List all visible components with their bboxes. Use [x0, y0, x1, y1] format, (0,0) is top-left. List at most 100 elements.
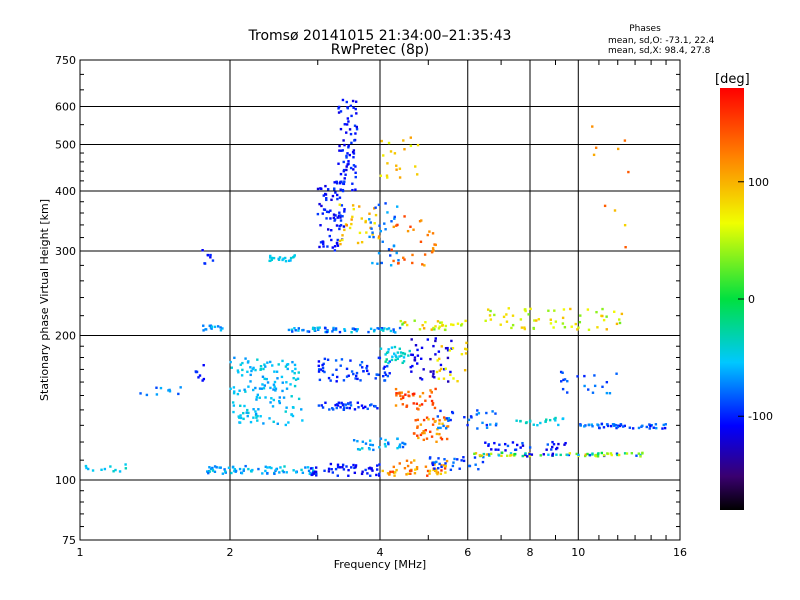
- data-point: [428, 456, 432, 459]
- data-point: [551, 452, 555, 456]
- data-point: [336, 404, 340, 407]
- data-point: [509, 452, 513, 455]
- data-point: [317, 360, 321, 363]
- data-point: [495, 422, 498, 426]
- data-point: [254, 410, 257, 413]
- data-point: [273, 472, 276, 476]
- data-point: [545, 418, 548, 421]
- data-point: [476, 427, 479, 430]
- data-point: [330, 238, 333, 242]
- data-point: [446, 380, 450, 383]
- data-point: [384, 438, 387, 442]
- data-point: [335, 242, 339, 245]
- data-point: [340, 149, 343, 152]
- data-point: [433, 376, 436, 379]
- data-point: [443, 467, 447, 470]
- data-point: [458, 467, 461, 470]
- colorbar-tick-label: -100: [748, 410, 773, 423]
- data-point: [336, 465, 340, 469]
- data-point: [281, 381, 284, 384]
- data-point: [617, 453, 621, 457]
- y-axis-label: Stationary phase Virtual Height [km]: [38, 199, 51, 401]
- data-point: [618, 321, 622, 325]
- data-point: [251, 367, 254, 371]
- data-point: [431, 462, 434, 465]
- data-point: [202, 329, 205, 332]
- data-point: [203, 262, 207, 265]
- data-point: [356, 241, 360, 245]
- data-point: [323, 370, 326, 374]
- data-point: [252, 416, 255, 419]
- data-point: [440, 469, 443, 472]
- data-point: [332, 326, 335, 330]
- data-point: [591, 453, 594, 456]
- data-point: [416, 362, 419, 365]
- data-point: [402, 356, 406, 359]
- data-point: [592, 153, 596, 157]
- data-point: [423, 264, 426, 267]
- data-point: [326, 188, 330, 191]
- data-point: [432, 370, 435, 373]
- data-point: [287, 259, 291, 263]
- data-point: [419, 423, 423, 426]
- data-point: [354, 464, 358, 467]
- stats-x-line: mean, sd,X: 98.4, 27.8: [608, 46, 711, 56]
- data-point: [384, 360, 387, 363]
- data-point: [356, 377, 359, 381]
- data-point: [652, 426, 655, 429]
- data-point: [503, 442, 507, 446]
- data-point: [373, 328, 376, 332]
- data-point: [354, 165, 357, 168]
- data-point: [350, 466, 353, 469]
- data-point: [380, 261, 383, 265]
- data-point: [155, 393, 159, 396]
- data-point: [318, 245, 321, 249]
- data-point: [326, 358, 330, 361]
- data-point: [481, 460, 485, 464]
- data-point: [444, 328, 447, 332]
- data-point: [395, 224, 398, 227]
- data-point: [475, 413, 479, 416]
- data-point: [388, 360, 391, 363]
- data-point: [264, 365, 267, 368]
- data-point: [343, 177, 346, 180]
- data-point: [521, 444, 525, 447]
- data-point: [281, 258, 284, 262]
- data-point: [615, 372, 618, 375]
- data-point: [545, 448, 548, 451]
- data-point: [317, 368, 321, 371]
- data-point: [433, 406, 437, 410]
- data-point: [294, 378, 298, 381]
- data-point: [300, 468, 303, 472]
- data-point: [402, 395, 405, 398]
- data-point: [213, 325, 217, 329]
- data-point: [278, 256, 282, 259]
- data-point: [382, 329, 385, 332]
- data-point: [662, 423, 665, 427]
- data-point: [423, 431, 426, 435]
- data-point: [494, 424, 498, 427]
- data-point: [281, 389, 284, 393]
- data-point: [290, 413, 293, 416]
- data-point: [324, 401, 327, 404]
- data-point: [390, 358, 394, 362]
- y-tick-label: 500: [55, 139, 76, 152]
- data-point: [198, 374, 202, 377]
- data-point: [500, 454, 503, 458]
- data-point: [523, 326, 526, 329]
- data-point: [615, 452, 619, 455]
- data-point: [392, 328, 395, 331]
- data-point: [86, 467, 90, 471]
- data-point: [324, 193, 328, 196]
- data-point: [445, 437, 449, 441]
- data-point: [601, 314, 604, 318]
- data-point: [579, 424, 582, 427]
- data-point: [611, 423, 615, 426]
- data-point: [91, 469, 95, 472]
- data-point: [587, 388, 590, 391]
- data-point: [650, 423, 653, 427]
- data-point: [333, 245, 337, 248]
- data-point: [549, 318, 552, 321]
- data-point: [429, 370, 432, 373]
- data-point: [369, 443, 372, 446]
